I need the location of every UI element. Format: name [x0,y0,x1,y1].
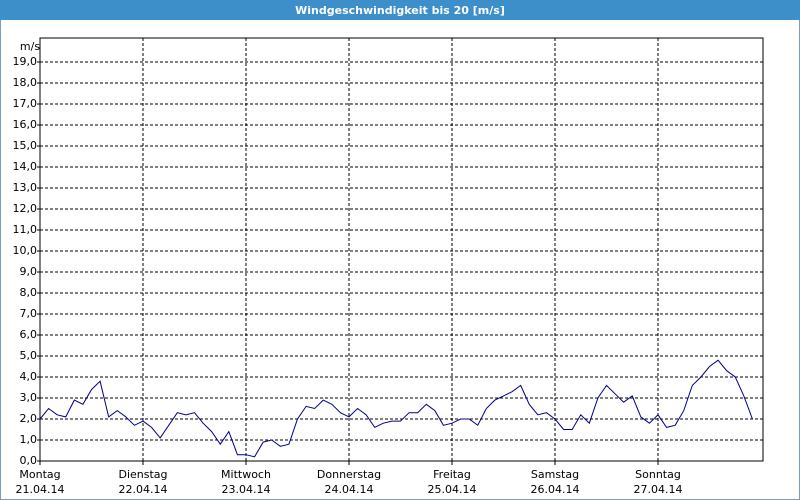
y-tick-label: 9,0 [20,265,38,278]
x-tick-label: Freitag [433,468,471,481]
y-tick-label: 2,0 [20,412,38,425]
x-tick-label: Donnerstag [317,468,381,481]
x-tick-label: Dienstag [118,468,167,481]
y-tick-label: 12,0 [13,202,38,215]
y-tick-label: 15,0 [13,139,38,152]
y-tick-label: 14,0 [13,160,38,173]
y-tick-label: 3,0 [20,391,38,404]
y-tick-label: 17,0 [13,97,38,110]
y-tick-label: 10,0 [13,244,38,257]
x-tick-date: 23.04.14 [222,483,271,496]
x-tick-label: Samstag [531,468,579,481]
x-tick-date: 27.04.14 [634,483,683,496]
y-tick-label: 5,0 [20,349,38,362]
y-tick-label: 1,0 [20,433,38,446]
data-line [39,359,753,458]
y-axis-label: m/s [20,40,40,53]
x-tick-date: 25.04.14 [428,483,477,496]
x-tick-date: 24.04.14 [325,483,374,496]
y-tick-label: 13,0 [13,181,38,194]
x-tick-date: 21.04.14 [16,483,65,496]
x-tick-date: 26.04.14 [531,483,580,496]
y-tick-label: 0,0 [20,454,38,467]
x-tick-label: Montag [19,468,60,481]
y-tick-label: 6,0 [20,328,38,341]
y-tick-label: 4,0 [20,370,38,383]
chart-title: Windgeschwindigkeit bis 20 [m/s] [295,4,505,17]
y-tick-label: 8,0 [20,286,38,299]
y-tick-label: 18,0 [13,76,38,89]
y-tick-label: 11,0 [13,223,38,236]
y-tick-label: 19,0 [13,55,38,68]
plot-area [39,37,764,462]
x-tick-label: Sonntag [635,468,681,481]
x-tick-date: 22.04.14 [119,483,168,496]
x-tick-label: Mittwoch [221,468,271,481]
title-bar [0,0,800,20]
y-tick-label: 16,0 [13,118,38,131]
y-tick-label: 7,0 [20,307,38,320]
